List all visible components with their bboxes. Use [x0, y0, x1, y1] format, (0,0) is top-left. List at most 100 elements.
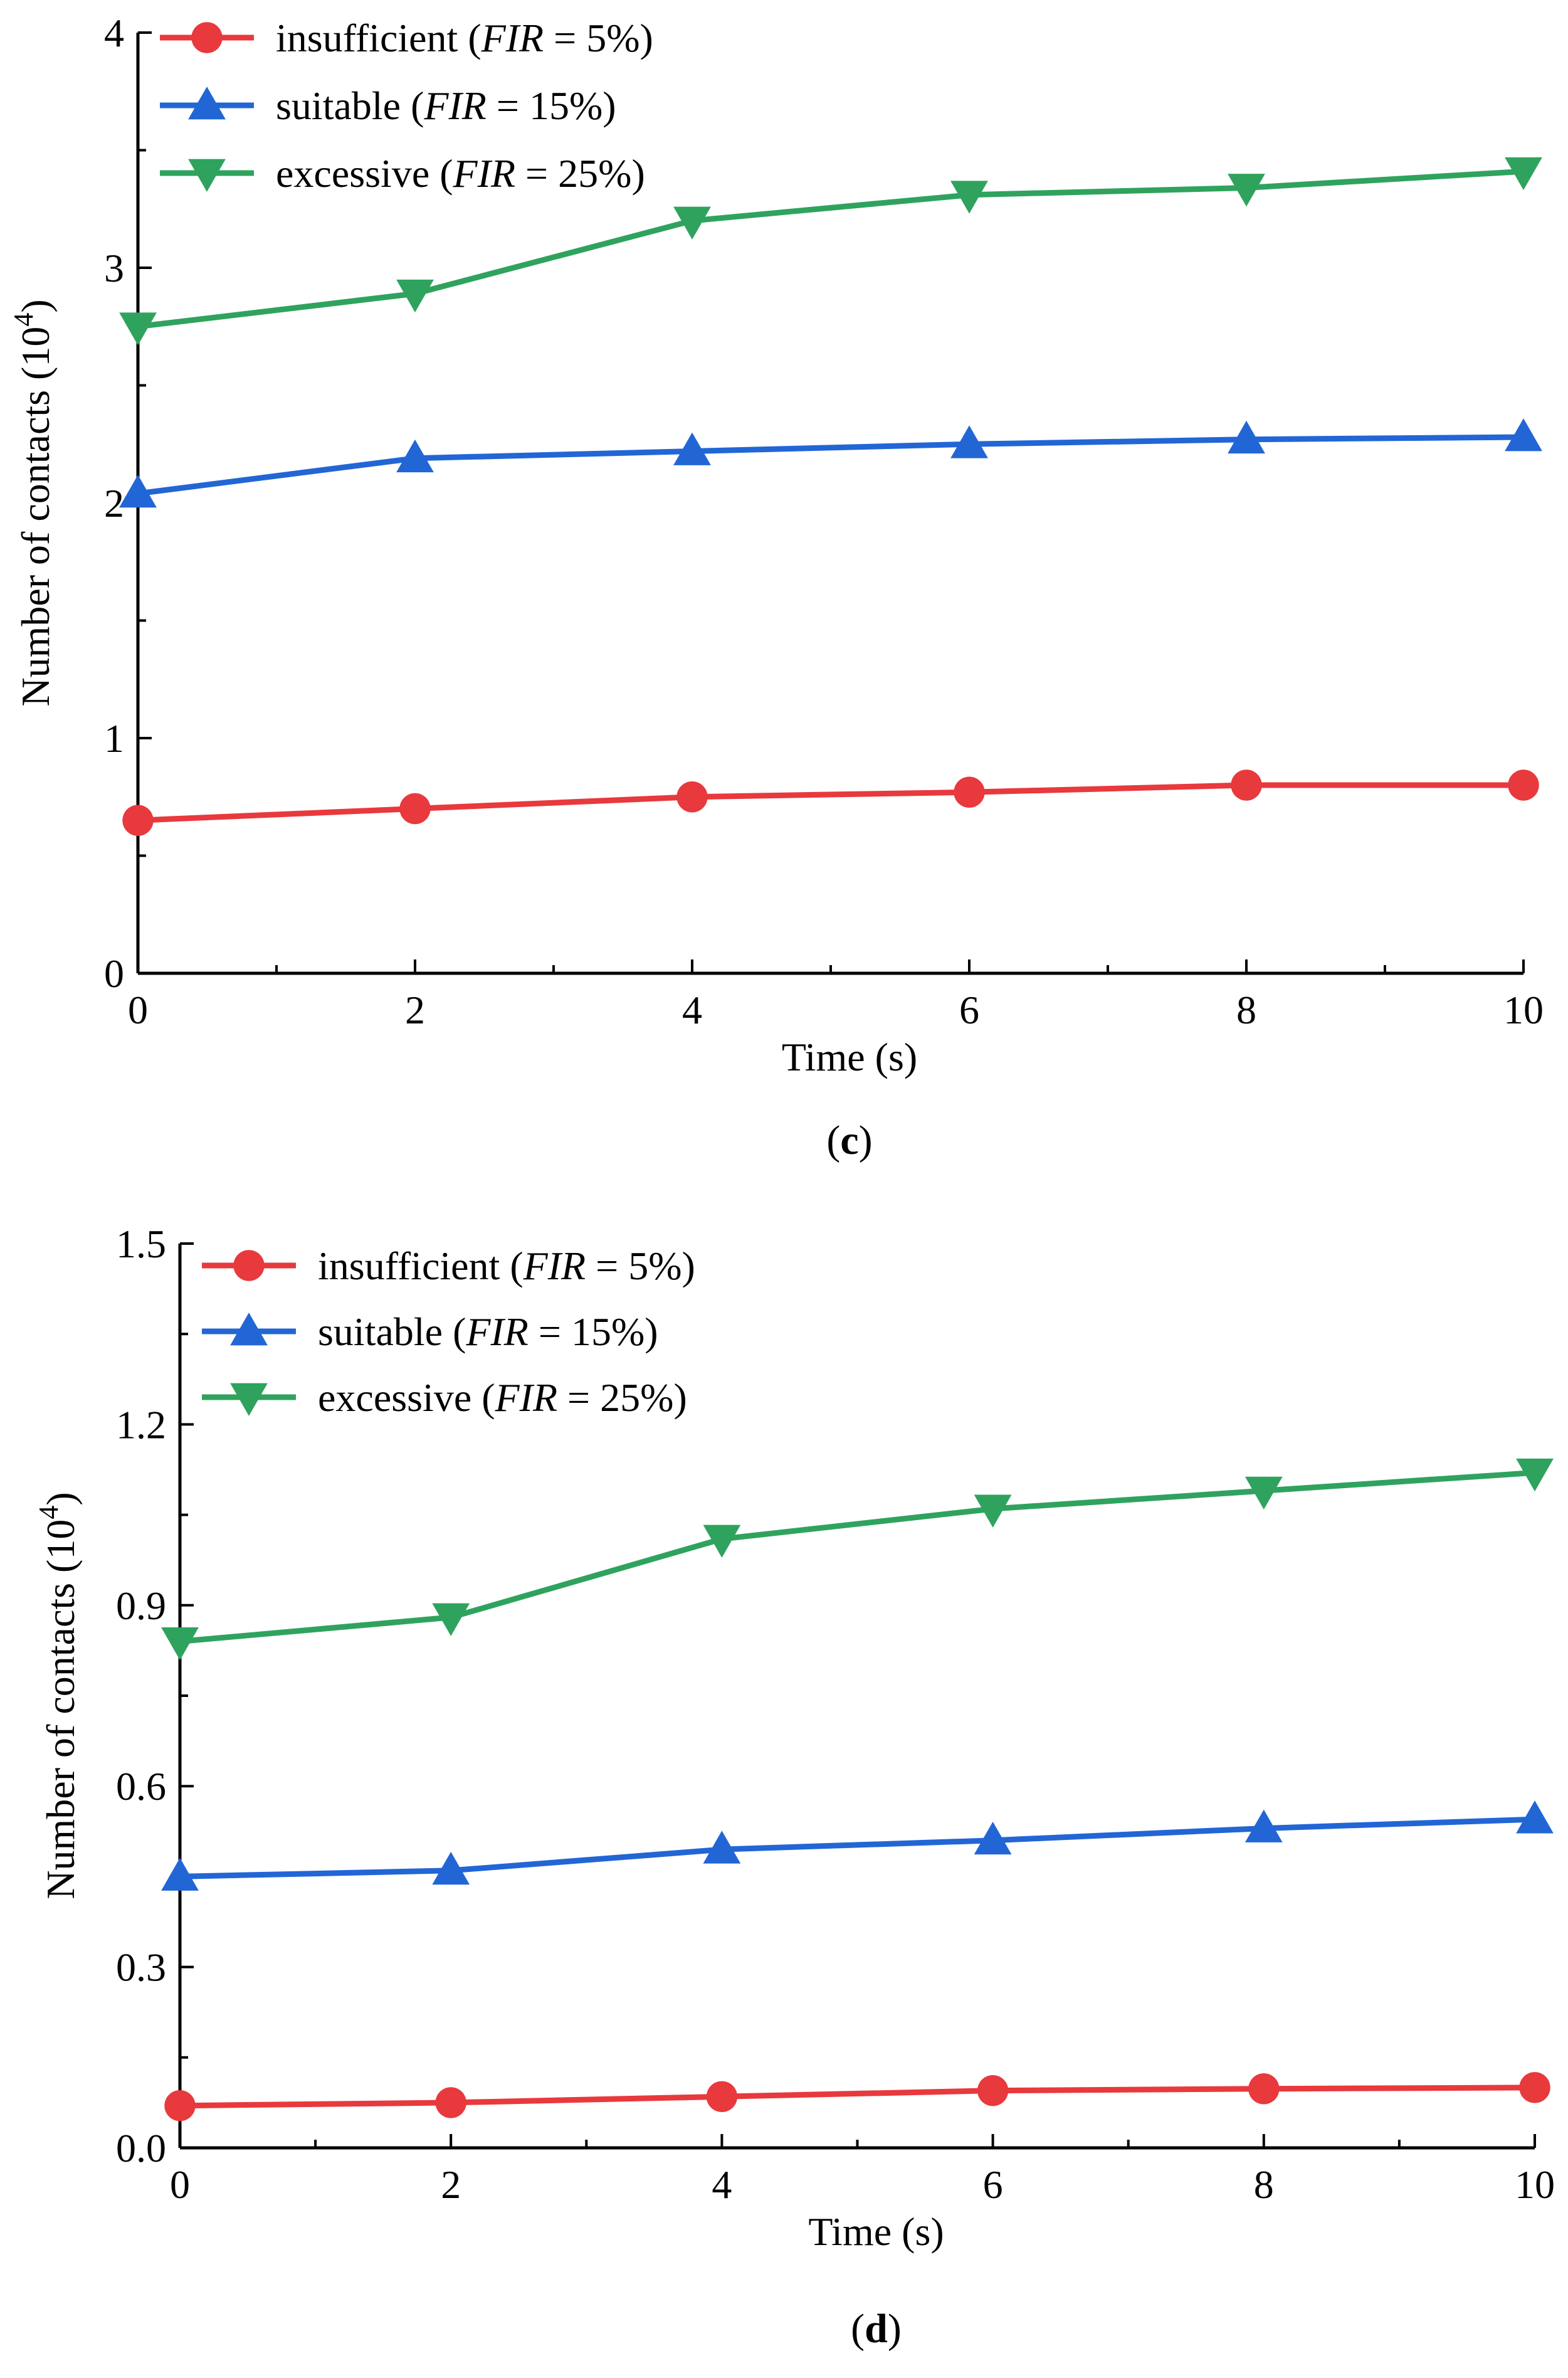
data-point-insufficient: [676, 781, 708, 813]
legend-fir-label: FIR: [465, 1309, 529, 1354]
legend-label: insufficient (FIR = 5%): [318, 1244, 695, 1288]
data-point-excessive: [1244, 1476, 1283, 1510]
y-axis-title-prefix: Number of contacts (10: [13, 327, 58, 707]
legend-label: insufficient (FIR = 5%): [276, 16, 653, 60]
data-point-excessive: [119, 312, 157, 346]
y-tick-label: 4: [104, 11, 124, 55]
y-tick-label: 0.6: [116, 1764, 166, 1809]
legend-marker: [230, 1313, 268, 1346]
y-axis-title-exponent: 4: [33, 1506, 64, 1519]
data-point-insufficient: [1508, 769, 1539, 801]
data-point-insufficient: [1248, 2073, 1280, 2105]
x-tick-label: 8: [1236, 988, 1256, 1032]
y-tick-label: 1.5: [116, 1222, 166, 1266]
x-tick-label: 2: [441, 2162, 461, 2207]
legend-entry-excessive: excessive (FIR = 25%): [202, 1375, 687, 1420]
legend-fir-label: FIR: [495, 1375, 558, 1420]
y-axis-title-exponent: 4: [8, 313, 39, 327]
series-line-excessive: [179, 1469, 1535, 1644]
legend-fir-value: = 5%): [544, 16, 653, 60]
data-point-suitable: [974, 1821, 1012, 1855]
data-point-suitable: [1244, 1809, 1283, 1842]
x-tick-label: 0: [128, 988, 148, 1032]
y-axis-title: Number of contacts (104): [33, 1492, 83, 1899]
data-point-excessive: [1228, 174, 1265, 207]
legend-fir-value: = 25%): [515, 151, 645, 196]
data-point-suitable: [1516, 1800, 1554, 1834]
legend-fir-value: = 15%): [529, 1309, 658, 1354]
data-point-suitable: [119, 475, 157, 508]
legend-fir-label: FIR: [423, 83, 487, 128]
legend-marker: [233, 1250, 265, 1281]
y-axis-title-suffix: ): [13, 299, 58, 312]
data-point-excessive: [432, 1603, 470, 1636]
data-point-suitable: [1505, 418, 1542, 452]
legend-fir-label: FIR: [481, 16, 544, 60]
y-tick-label: 2: [104, 481, 124, 526]
y-tick-label: 0.9: [116, 1583, 166, 1628]
data-point-insufficient: [1231, 769, 1262, 801]
data-point-suitable: [703, 1831, 741, 1864]
series-line-excessive: [137, 168, 1524, 330]
x-axis-title: Time (s): [808, 2209, 944, 2254]
x-tick-label: 8: [1254, 2162, 1274, 2207]
x-tick-label: 6: [983, 2162, 1003, 2207]
legend-entry-insufficient: insufficient (FIR = 5%): [160, 16, 653, 60]
panel-label: (d): [851, 2306, 902, 2352]
legend-series-name: suitable (: [318, 1309, 466, 1354]
legend-series-name: excessive (: [318, 1375, 495, 1420]
x-tick-label: 6: [959, 988, 979, 1032]
data-point-excessive: [950, 181, 988, 214]
data-point-suitable: [396, 439, 434, 473]
legend-series-name: insufficient (: [318, 1244, 524, 1288]
x-tick-label: 10: [1515, 2162, 1555, 2207]
legend-entry-suitable: suitable (FIR = 15%): [202, 1309, 658, 1354]
legend-fir-value: = 5%): [586, 1244, 695, 1288]
series-line-insufficient: [179, 2085, 1535, 2109]
y-tick-label: 0.0: [116, 2126, 166, 2170]
data-point-excessive: [974, 1494, 1012, 1528]
chart-panel-d: 0 2 4 6 8 10 0.0 0.3 0.6 0.9 1.2 1.5 Time (s) Number …: [33, 1222, 1555, 2352]
data-point-suitable: [161, 1857, 199, 1891]
data-point-insufficient: [1519, 2072, 1550, 2103]
legend-label: suitable (FIR = 15%): [276, 83, 616, 128]
y-axis-title: Number of contacts (104): [8, 299, 58, 706]
panel-label-open: (: [851, 2306, 865, 2352]
data-point-excessive: [1505, 157, 1542, 191]
legend-marker: [188, 87, 226, 120]
legend-fir-value: = 15%): [487, 83, 616, 128]
data-point-suitable: [950, 425, 988, 458]
data-point-excessive: [673, 206, 711, 240]
panel-label-letter: c: [840, 1118, 858, 1163]
y-tick-label: 0.3: [116, 1945, 166, 1990]
data-point-excessive: [161, 1627, 199, 1661]
legend-marker: [188, 159, 226, 192]
chart-panel-c: 0 2 4 6 8 10 0 1 2 3 4 Time (s) Number of contacts (…: [8, 11, 1544, 1163]
data-point-insufficient: [435, 2087, 466, 2118]
y-tick-label: 1: [104, 716, 124, 761]
data-point-insufficient: [954, 776, 985, 808]
panel-label-close: ): [888, 2306, 902, 2352]
data-point-suitable: [673, 432, 711, 465]
y-tick-label: 1.2: [116, 1402, 166, 1447]
legend-marker: [191, 22, 223, 53]
x-tick-label: 2: [405, 988, 425, 1032]
x-axis-title: Time (s): [782, 1035, 917, 1079]
y-tick-label: 0: [104, 951, 124, 996]
series-line-insufficient: [137, 782, 1523, 823]
x-tick-label: 10: [1503, 988, 1544, 1032]
data-point-insufficient: [977, 2074, 1009, 2106]
data-point-suitable: [432, 1851, 470, 1885]
data-point-suitable: [1228, 420, 1265, 454]
legend-entry-insufficient: insufficient (FIR = 5%): [202, 1244, 695, 1288]
data-point-excessive: [703, 1525, 741, 1558]
x-tick-label: 0: [170, 2162, 190, 2207]
series-line-suitable: [179, 1816, 1535, 1879]
legend-fir-label: FIR: [523, 1244, 586, 1288]
panel-label-close: ): [859, 1118, 873, 1163]
legend-fir-value: = 25%): [557, 1375, 687, 1420]
series-line-suitable: [137, 434, 1524, 497]
data-point-excessive: [396, 279, 434, 313]
data-point-insufficient: [164, 2090, 196, 2122]
